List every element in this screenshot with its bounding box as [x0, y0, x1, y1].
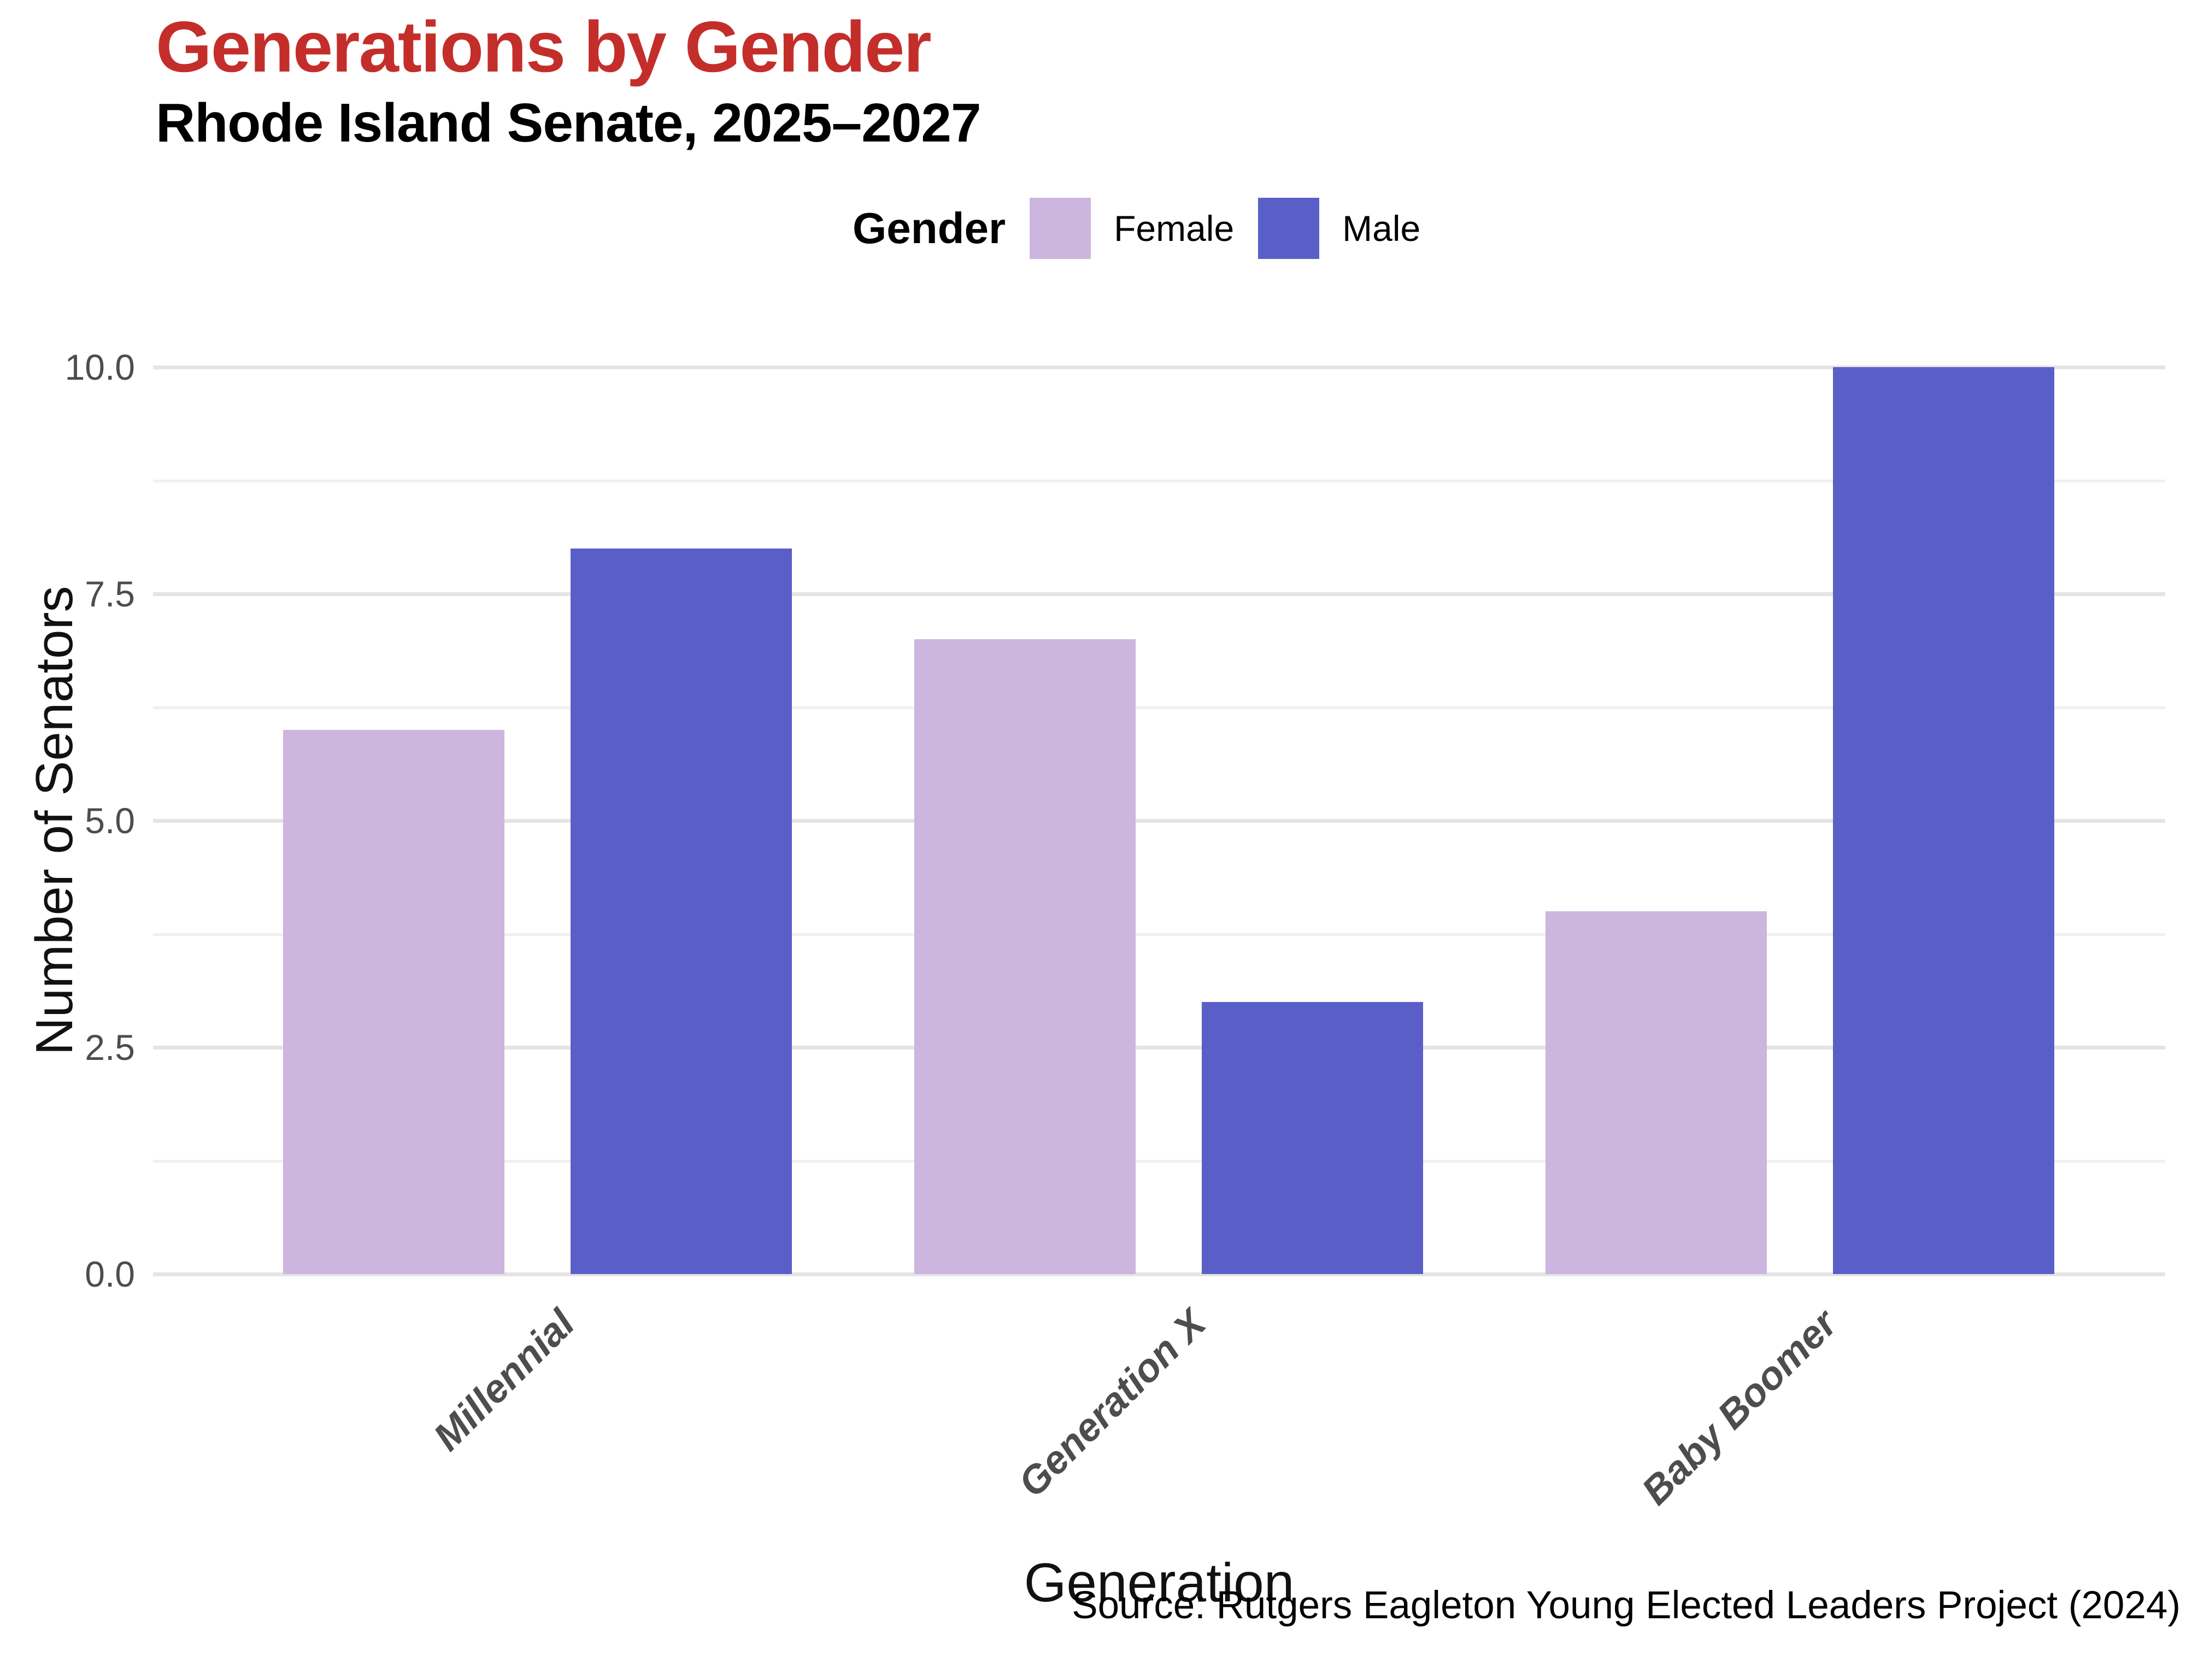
major-gridline-2.5 [153, 1046, 2165, 1050]
major-gridline-7.5 [153, 592, 2165, 596]
y-tick-label-7.5: 7.5 [85, 574, 135, 614]
x-axis-title: Generation [1024, 1552, 1295, 1613]
bar-male-generation-x [1201, 1002, 1423, 1274]
bar-female-baby-boomer [1545, 911, 1767, 1274]
bar-female-generation-x [914, 639, 1136, 1274]
source-note: Source: Rutgers Eagleton Young Elected L… [1072, 1584, 2181, 1627]
minor-gridline-8.75 [153, 479, 2165, 482]
major-gridline-0 [153, 1272, 2165, 1276]
minor-gridline-1.25 [153, 1159, 2165, 1163]
bar-male-baby-boomer [1832, 367, 2054, 1274]
y-tick-label-5.0: 5.0 [85, 800, 135, 841]
plot-area: 0.0 2.5 5.0 7.5 10.0 Millennial Generation X Ba… [64, 347, 2165, 1513]
major-gridline-10 [153, 366, 2165, 369]
y-tick-label-2.5: 2.5 [85, 1027, 135, 1068]
x-tick-label-millennial: Millennial [425, 1301, 583, 1459]
y-tick-label-10.0: 10.0 [64, 347, 135, 387]
legend-title: Gender [853, 204, 1006, 252]
legend-label-male: Male [1342, 208, 1421, 249]
legend-item-male: Male [1258, 198, 1420, 259]
legend-item-female: Female [1030, 198, 1234, 259]
chart-title: Generations by Gender [156, 7, 932, 87]
legend-label-female: Female [1114, 208, 1235, 249]
male-swatch-icon [1258, 198, 1320, 259]
minor-gridline-6.25 [153, 706, 2165, 709]
bar-male-millennial [570, 549, 792, 1274]
y-tick-label-0.0: 0.0 [85, 1254, 135, 1294]
chart-subtitle: Rhode Island Senate, 2025–2027 [156, 92, 982, 154]
y-axis-title: Number of Senators [25, 586, 84, 1056]
major-gridline-5 [153, 819, 2165, 823]
bar-female-millennial [283, 730, 504, 1274]
female-swatch-icon [1030, 198, 1091, 259]
legend: Gender Female Male [853, 192, 1420, 264]
minor-gridline-3.75 [153, 933, 2165, 936]
